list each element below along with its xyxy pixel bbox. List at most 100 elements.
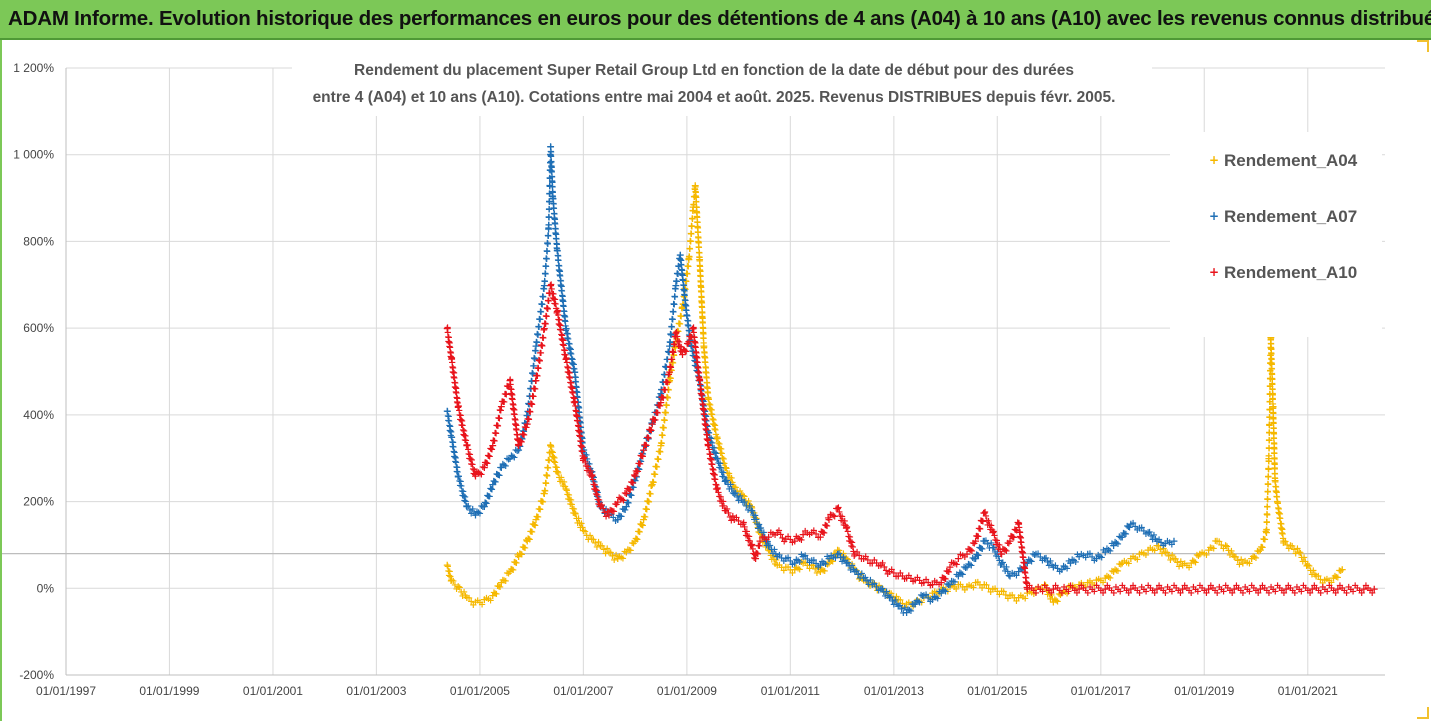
data-point: + — [561, 322, 570, 335]
data-point-marker: + — [667, 366, 675, 377]
data-point: + — [1195, 548, 1204, 561]
data-point-marker: + — [640, 512, 648, 523]
corner-mark-top-right — [1417, 40, 1429, 52]
data-point-marker: + — [905, 605, 913, 616]
data-point: + — [997, 556, 1006, 569]
data-point-marker: + — [546, 157, 554, 168]
data-point-marker: + — [577, 423, 585, 434]
data-point-marker: + — [644, 434, 652, 445]
data-point-marker: + — [574, 401, 582, 412]
data-point-marker: + — [445, 571, 453, 582]
data-point-marker: + — [466, 505, 474, 516]
data-point-marker: + — [1258, 581, 1266, 592]
data-point-marker: + — [703, 378, 711, 389]
data-point: + — [1075, 582, 1084, 595]
data-point-marker: + — [481, 457, 489, 468]
data-point: + — [1295, 545, 1304, 558]
data-point-marker: + — [554, 255, 562, 266]
data-point-marker: + — [1047, 590, 1055, 601]
data-point-marker: + — [792, 532, 800, 543]
data-point-marker: + — [445, 333, 453, 344]
data-point-marker: + — [1030, 589, 1038, 600]
data-point-marker: + — [913, 573, 921, 584]
data-point-marker: + — [889, 592, 897, 603]
data-point-marker: + — [1226, 550, 1234, 561]
data-point-marker: + — [1265, 435, 1273, 446]
data-point-marker: + — [668, 314, 676, 325]
data-point-marker: + — [999, 558, 1007, 569]
data-point-marker: + — [691, 191, 699, 202]
data-point-marker: + — [561, 355, 569, 366]
data-point: + — [1282, 582, 1291, 595]
data-point: + — [1169, 535, 1178, 548]
data-point-marker: + — [683, 315, 691, 326]
data-point-marker: + — [694, 233, 702, 244]
data-point-marker: + — [476, 468, 484, 479]
data-point-marker: + — [647, 425, 655, 436]
data-point-marker: + — [1046, 594, 1054, 605]
data-point-marker: + — [671, 332, 679, 343]
data-point-marker: + — [1133, 585, 1141, 596]
data-point-marker: + — [707, 409, 715, 420]
data-point-marker: + — [624, 484, 632, 495]
data-point-marker: + — [984, 583, 992, 594]
data-point-marker: + — [581, 526, 589, 537]
data-point-marker: + — [951, 559, 959, 570]
data-point: + — [876, 582, 885, 595]
data-point-marker: + — [967, 561, 975, 572]
data-point-marker: + — [538, 341, 546, 352]
data-point-marker: + — [1159, 544, 1167, 555]
data-point-marker: + — [519, 429, 527, 440]
data-point-marker: + — [1140, 526, 1148, 537]
data-point-marker: + — [662, 400, 670, 411]
data-point: + — [894, 569, 903, 582]
data-point-marker: + — [682, 300, 690, 311]
data-point-marker: + — [451, 378, 459, 389]
data-point-marker: + — [609, 513, 617, 524]
data-point-marker: + — [460, 491, 468, 502]
data-point-marker: + — [743, 500, 751, 511]
data-point-marker: + — [1229, 550, 1237, 561]
data-point-marker: + — [542, 311, 550, 322]
data-point-marker: + — [1156, 545, 1164, 556]
data-point-marker: + — [1070, 556, 1078, 567]
data-point-marker: + — [694, 223, 702, 234]
data-point-marker: + — [1270, 443, 1278, 454]
data-point-marker: + — [1185, 562, 1193, 573]
data-point-marker: + — [960, 562, 968, 573]
data-point-marker: + — [516, 441, 524, 452]
data-point-marker: + — [642, 440, 650, 451]
data-point-marker: + — [748, 539, 756, 550]
data-point-marker: + — [1052, 596, 1060, 607]
data-point-marker: + — [548, 162, 556, 173]
data-point: + — [546, 439, 555, 452]
data-point-marker: + — [1147, 531, 1155, 542]
data-point-marker: + — [500, 575, 508, 586]
data-point-marker: + — [1029, 549, 1037, 560]
data-point-marker: + — [573, 388, 581, 399]
data-point-marker: + — [518, 434, 526, 445]
data-point-marker: + — [619, 554, 627, 565]
data-point-marker: + — [663, 354, 671, 365]
data-point-marker: + — [534, 363, 542, 374]
data-point-marker: + — [1264, 487, 1272, 498]
data-point-marker: + — [1099, 588, 1107, 599]
data-point-marker: + — [500, 460, 508, 471]
data-point-marker: + — [709, 447, 717, 458]
data-point-marker: + — [935, 589, 943, 600]
data-point-marker: + — [522, 535, 530, 546]
data-point-marker: + — [708, 414, 716, 425]
data-point-marker: + — [543, 303, 551, 314]
data-point-marker: + — [663, 392, 671, 403]
data-point-marker: + — [777, 563, 785, 574]
data-point-marker: + — [552, 233, 560, 244]
data-point-marker: + — [724, 508, 732, 519]
data-point-marker: + — [711, 420, 719, 431]
data-point: + — [868, 576, 877, 589]
data-point-marker: + — [671, 292, 679, 303]
data-point-marker: + — [1358, 588, 1366, 599]
data-point-marker: + — [646, 489, 654, 500]
data-point-marker: + — [771, 559, 779, 570]
data-point-marker: + — [578, 442, 586, 453]
data-point-marker: + — [451, 457, 459, 468]
